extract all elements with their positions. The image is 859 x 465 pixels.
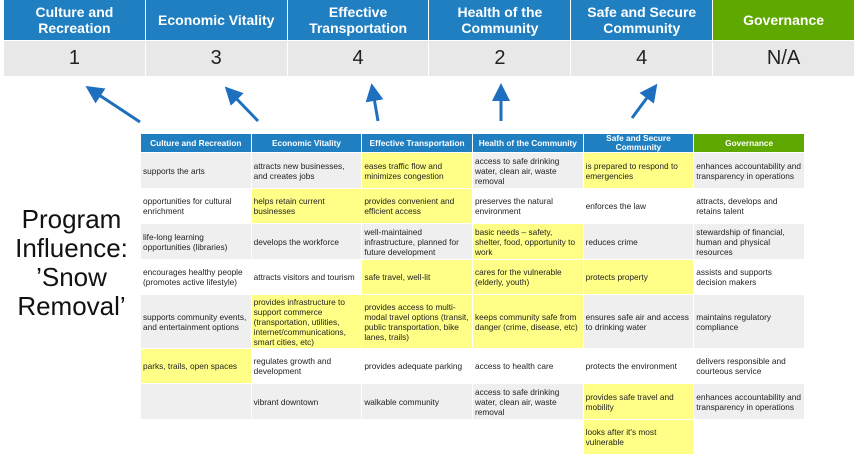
table-row: parks, trails, open spaces regulates grow…: [140, 348, 805, 384]
pillar-header: Governance: [713, 0, 855, 40]
table-cell: regulates growth and development: [250, 348, 363, 384]
table-header: Economic Vitality: [250, 133, 363, 153]
table-header: Governance: [693, 133, 805, 153]
table-cell: cares for the vulnerable (elderly, youth…: [471, 259, 584, 295]
table-cell: [250, 419, 363, 455]
program-influence-label: Program Influence: ’Snow Removal’: [15, 204, 128, 321]
pillar-score: 4: [287, 40, 430, 76]
table-cell: enhances accountability and transparency…: [693, 152, 805, 189]
table-cell: delivers responsible and courteous servi…: [693, 348, 805, 384]
table-row: life-long learning opportunities (librar…: [140, 223, 805, 260]
pillar-header: Safe and Secure Community: [571, 0, 714, 40]
arrow-icon: [630, 83, 658, 119]
arrows: [85, 83, 658, 124]
table-cell: provides safe travel and mobility: [582, 383, 695, 420]
table-header: Health of the Community: [471, 133, 584, 153]
table-cell: vibrant downtown: [250, 383, 363, 420]
table-cell: reduces crime: [582, 223, 695, 260]
table-cell: enhances accountability and transparency…: [693, 383, 805, 420]
table-cell: access to safe drinking water, clean air…: [471, 152, 584, 189]
pillar-header: Culture and Recreation: [4, 0, 146, 40]
table-row: supports community events, and entertain…: [140, 294, 805, 349]
table-cell: access to safe drinking water, clean air…: [471, 383, 584, 420]
table-cell: access to health care: [471, 348, 584, 384]
pillar-score: 4: [571, 40, 714, 76]
pillar-header: Effective Transportation: [287, 0, 430, 40]
table-cell: provides adequate parking: [361, 348, 473, 384]
table-cell: is prepared to respond to emergencies: [582, 152, 695, 189]
pillar-header: Economic Vitality: [145, 0, 288, 40]
table-row: vibrant downtown walkable community access…: [140, 383, 805, 420]
table-cell: eases traffic flow and minimizes congest…: [361, 152, 473, 189]
table-cell: ensures safe air and access to drinking …: [582, 294, 695, 349]
table-row: supports the arts attracts new businesses…: [140, 152, 805, 189]
pillar-score: N/A: [713, 40, 855, 76]
table-cell: stewardship of financial, human and phys…: [693, 223, 805, 260]
table-cell: develops the workforce: [250, 223, 363, 260]
table-cell: looks after it's most vulnerable: [582, 419, 695, 455]
pillar-header: Health of the Community: [429, 0, 572, 40]
table-cell: attracts visitors and tourism: [250, 259, 363, 295]
table-cell: attracts, develops and retains talent: [693, 188, 805, 224]
table-header: Culture and Recreation: [140, 133, 252, 153]
table-cell: encourages healthy people (promotes acti…: [140, 259, 252, 295]
table-header: Effective Transportation: [361, 133, 473, 153]
arrow-icon: [365, 83, 384, 122]
pillar-score: 3: [145, 40, 288, 76]
arrow-icon: [224, 86, 260, 123]
table-row: encourages healthy people (promotes acti…: [140, 259, 805, 295]
table-cell: assists and supports decision makers: [693, 259, 805, 295]
table-cell: well-maintained infrastructure, planned …: [361, 223, 473, 260]
table-cell: basic needs – safety, shelter, food, opp…: [471, 223, 584, 260]
table-cell: preserves the natural environment: [471, 188, 584, 224]
arrow-icon: [85, 86, 141, 124]
table-row: looks after it's most vulnerable: [140, 419, 805, 455]
table-cell: supports the arts: [140, 152, 252, 189]
table-cell: helps retain current businesses: [250, 188, 363, 224]
table-cell: [693, 419, 805, 455]
table-cell: provides convenient and efficient access: [361, 188, 473, 224]
table-cell: walkable community: [361, 383, 473, 420]
table-cell: [361, 419, 473, 455]
table-cell: [471, 419, 584, 455]
table-cell: supports community events, and entertain…: [140, 294, 252, 349]
table-cell: parks, trails, open spaces: [140, 348, 252, 384]
table-cell: safe travel, well-lit: [361, 259, 473, 295]
table-cell: life-long learning opportunities (librar…: [140, 223, 252, 260]
table-cell: enforces the law: [582, 188, 695, 224]
table-cell: keeps community safe from danger (crime,…: [471, 294, 584, 349]
pillar-score: 1: [4, 40, 146, 76]
score-summary: Culture and Recreation Economic Vitality E…: [4, 0, 855, 76]
table-cell: attracts new businesses, and creates job…: [250, 152, 363, 189]
table-cell: maintains regulatory compliance: [693, 294, 805, 349]
influence-table: Culture and Recreation Economic Vitality E…: [140, 133, 805, 455]
table-cell: [140, 383, 252, 420]
table-cell: [140, 419, 252, 455]
table-cell: provides infrastructure to support comme…: [250, 294, 363, 349]
pillar-score: 2: [429, 40, 572, 76]
table-cell: opportunities for cultural enrichment: [140, 188, 252, 224]
table-row: opportunities for cultural enrichment hel…: [140, 188, 805, 224]
table-cell: protects property: [582, 259, 695, 295]
table-header: Safe and Secure Community: [582, 133, 695, 153]
table-cell: provides access to multi-modal travel op…: [361, 294, 473, 349]
table-cell: protects the environment: [582, 348, 695, 384]
